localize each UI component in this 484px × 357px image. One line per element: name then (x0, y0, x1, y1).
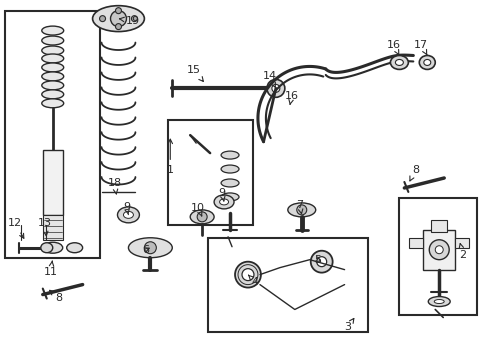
Text: 10: 10 (191, 203, 205, 216)
Circle shape (428, 240, 448, 260)
Circle shape (296, 205, 306, 215)
Text: 6: 6 (142, 245, 149, 255)
Circle shape (144, 242, 156, 254)
Ellipse shape (42, 90, 63, 99)
Ellipse shape (221, 151, 239, 159)
Ellipse shape (92, 6, 144, 31)
Ellipse shape (219, 199, 228, 205)
Bar (423, 230, 454, 270)
Ellipse shape (128, 238, 172, 258)
Ellipse shape (272, 84, 279, 92)
Text: 9: 9 (218, 188, 225, 201)
Ellipse shape (266, 79, 284, 97)
Text: 16: 16 (386, 40, 400, 55)
Text: 13: 13 (38, 218, 52, 236)
Ellipse shape (42, 81, 63, 90)
Bar (43, 150, 62, 215)
Text: 12: 12 (8, 218, 24, 238)
Ellipse shape (221, 179, 239, 187)
Ellipse shape (433, 300, 443, 303)
Circle shape (99, 16, 106, 22)
Text: 4: 4 (248, 275, 258, 287)
Text: 3: 3 (343, 318, 353, 332)
Circle shape (197, 212, 207, 222)
Text: 15: 15 (187, 65, 203, 81)
Text: 1: 1 (166, 139, 173, 175)
Ellipse shape (242, 269, 254, 281)
Bar (430, 220, 446, 232)
Text: 18: 18 (107, 178, 121, 194)
Bar (454, 238, 468, 248)
Circle shape (434, 246, 442, 254)
Bar (208, 238, 367, 332)
Text: 5: 5 (314, 255, 320, 265)
Text: 8: 8 (409, 165, 418, 181)
Text: 19: 19 (119, 16, 139, 26)
Text: 8: 8 (49, 290, 62, 302)
Text: 2: 2 (458, 243, 466, 260)
Ellipse shape (394, 60, 403, 65)
Ellipse shape (66, 243, 82, 253)
Bar (398, 198, 476, 316)
Bar (5, 11, 99, 258)
Ellipse shape (42, 54, 63, 63)
Ellipse shape (221, 165, 239, 173)
Bar (168, 120, 253, 225)
Ellipse shape (235, 262, 260, 288)
Ellipse shape (42, 72, 63, 81)
Polygon shape (247, 252, 357, 325)
Text: 9: 9 (122, 202, 130, 215)
Ellipse shape (41, 243, 53, 253)
Circle shape (115, 24, 121, 30)
Ellipse shape (123, 211, 133, 218)
Ellipse shape (310, 251, 332, 273)
Ellipse shape (42, 36, 63, 45)
Ellipse shape (42, 26, 63, 35)
Text: 7: 7 (296, 200, 302, 213)
Ellipse shape (221, 193, 239, 201)
Ellipse shape (423, 60, 430, 65)
Text: 16: 16 (284, 91, 298, 104)
Text: 17: 17 (413, 40, 427, 55)
Ellipse shape (42, 63, 63, 72)
Ellipse shape (190, 210, 213, 224)
Ellipse shape (316, 257, 326, 267)
Text: 11: 11 (44, 261, 58, 277)
Ellipse shape (287, 203, 315, 217)
Ellipse shape (42, 46, 63, 55)
Ellipse shape (427, 297, 449, 307)
Ellipse shape (213, 195, 234, 209)
Circle shape (115, 7, 121, 14)
Circle shape (131, 16, 137, 22)
Bar (408, 238, 423, 248)
Ellipse shape (390, 55, 408, 69)
Ellipse shape (43, 242, 62, 253)
Ellipse shape (42, 99, 63, 108)
Text: 14: 14 (262, 71, 276, 87)
Circle shape (110, 11, 126, 26)
Ellipse shape (419, 55, 434, 69)
Polygon shape (43, 215, 62, 240)
Ellipse shape (117, 207, 139, 223)
